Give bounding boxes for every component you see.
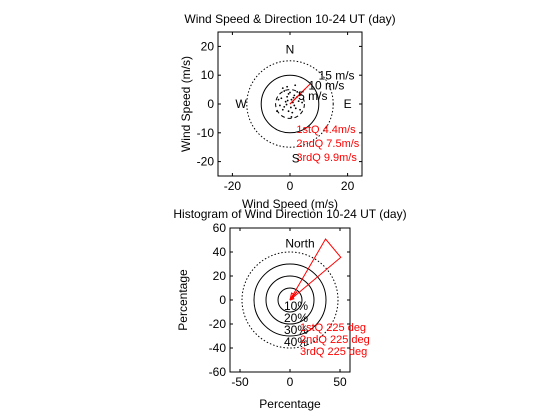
data-point bbox=[286, 85, 289, 88]
data-point bbox=[280, 97, 283, 100]
data-point bbox=[290, 116, 293, 118]
percentage-ring bbox=[277, 287, 303, 313]
y-tick-label: 20 bbox=[201, 39, 215, 53]
data-point bbox=[287, 93, 290, 95]
x-tick-label: 0 bbox=[287, 375, 294, 389]
data-point bbox=[289, 106, 292, 109]
data-point bbox=[283, 105, 286, 108]
compass-label: N bbox=[286, 42, 295, 56]
data-point bbox=[300, 93, 302, 96]
compass-label: W bbox=[235, 97, 247, 111]
x-axis-label: Percentage bbox=[259, 397, 321, 411]
speed-ring bbox=[260, 74, 320, 134]
ring-label: 30% bbox=[284, 323, 308, 337]
data-point bbox=[292, 96, 295, 99]
ring-label: 40% bbox=[284, 335, 308, 349]
data-point bbox=[289, 91, 291, 94]
compass-labels: N W E S bbox=[235, 42, 351, 165]
data-point bbox=[293, 94, 296, 97]
data-point bbox=[299, 108, 301, 111]
y-axis-label: Percentage bbox=[176, 269, 190, 331]
axis-ticks: -50 0 50 60 40 20 0 -20 -40 -60 bbox=[209, 221, 350, 389]
percentage-ring bbox=[265, 275, 315, 325]
y-tick-label: -20 bbox=[197, 155, 215, 169]
wind-speed-panel: Wind Speed & Direction 10-24 UT (day) -2… bbox=[179, 12, 396, 211]
axis-ticks: -20 0 20 20 10 0 -10 -20 bbox=[197, 32, 362, 193]
y-tick-label: 0 bbox=[207, 97, 214, 111]
speed-ring bbox=[275, 89, 305, 119]
data-point bbox=[297, 100, 300, 103]
data-point bbox=[294, 84, 297, 87]
data-point bbox=[293, 104, 296, 107]
y-tick-label: 20 bbox=[213, 269, 227, 283]
percentage-rings bbox=[241, 251, 339, 349]
speed-ring bbox=[246, 60, 334, 148]
quartile-annotation: 1stQ 4.4m/s bbox=[296, 124, 356, 136]
data-point bbox=[281, 108, 284, 111]
y-tick-label: 60 bbox=[213, 221, 227, 235]
compass-label: S bbox=[292, 152, 300, 166]
data-point bbox=[285, 103, 288, 106]
compass-label: North bbox=[285, 237, 314, 251]
quartile-lines bbox=[289, 83, 311, 105]
data-point bbox=[279, 104, 281, 107]
ring-labels: 10%20%30%40% bbox=[284, 299, 308, 349]
quartile-annotation: 2ndQ 7.5m/s bbox=[296, 138, 359, 150]
panel-title: Histogram of Wind Direction 10-24 UT (da… bbox=[173, 207, 406, 221]
quartile-line bbox=[289, 83, 311, 105]
x-tick-label: 0 bbox=[287, 179, 294, 193]
quartile-annotation: 1stQ 225 deg bbox=[300, 322, 366, 334]
x-tick-label: 20 bbox=[341, 179, 355, 193]
data-point bbox=[284, 100, 287, 103]
direction-histogram-panel: Histogram of Wind Direction 10-24 UT (da… bbox=[173, 207, 406, 411]
x-tick-label: -20 bbox=[224, 179, 242, 193]
quartile-annotation: 3rdQ 225 deg bbox=[300, 346, 367, 358]
x-tick-label: -50 bbox=[231, 375, 249, 389]
data-point bbox=[276, 110, 278, 113]
data-point bbox=[286, 99, 289, 102]
ring-label: 15 m/s bbox=[319, 68, 355, 82]
data-point bbox=[281, 87, 284, 90]
y-tick-label: -10 bbox=[197, 126, 215, 140]
quartile-direction-lines bbox=[289, 291, 298, 301]
data-point bbox=[277, 98, 280, 101]
ring-label: 10 m/s bbox=[308, 79, 344, 93]
compass-labels: North bbox=[285, 237, 314, 251]
x-tick-label: 50 bbox=[333, 375, 347, 389]
ring-label: 20% bbox=[284, 311, 308, 325]
data-point bbox=[301, 101, 303, 104]
compass-label: E bbox=[344, 97, 352, 111]
x-axis-label: Wind Speed (m/s) bbox=[242, 197, 338, 211]
quartile-annotation: 2ndQ 225 deg bbox=[300, 334, 370, 346]
percentage-ring bbox=[241, 251, 339, 349]
data-point bbox=[287, 110, 290, 113]
data-point bbox=[296, 91, 299, 93]
quartile-direction-line bbox=[289, 291, 298, 301]
data-point bbox=[290, 98, 293, 101]
y-tick-label: -40 bbox=[209, 341, 227, 355]
data-point bbox=[294, 107, 297, 110]
y-axis-label: Wind Speed (m/s) bbox=[179, 56, 193, 152]
ring-labels: 5 m/s10 m/s15 m/s bbox=[298, 68, 354, 102]
data-point bbox=[291, 111, 294, 114]
quartile-annotation: 3rdQ 9.9m/s bbox=[296, 152, 357, 164]
histogram-wedge bbox=[289, 238, 342, 301]
y-tick-label: -20 bbox=[209, 317, 227, 331]
y-tick-label: 0 bbox=[219, 293, 226, 307]
data-point bbox=[283, 90, 286, 92]
y-tick-label: -60 bbox=[209, 365, 227, 379]
ring-label: 10% bbox=[284, 299, 308, 313]
ring-label: 5 m/s bbox=[298, 89, 327, 103]
wind-vector-points bbox=[276, 84, 303, 118]
speed-rings bbox=[246, 60, 334, 148]
quartile-annotations: 1stQ 4.4m/s 2ndQ 7.5m/s 3rdQ 9.9m/s bbox=[296, 124, 359, 164]
percentage-ring bbox=[253, 263, 327, 337]
y-tick-label: 10 bbox=[201, 68, 215, 82]
y-tick-label: 40 bbox=[213, 245, 227, 259]
panel-title: Wind Speed & Direction 10-24 UT (day) bbox=[184, 12, 395, 26]
data-point bbox=[286, 95, 289, 98]
